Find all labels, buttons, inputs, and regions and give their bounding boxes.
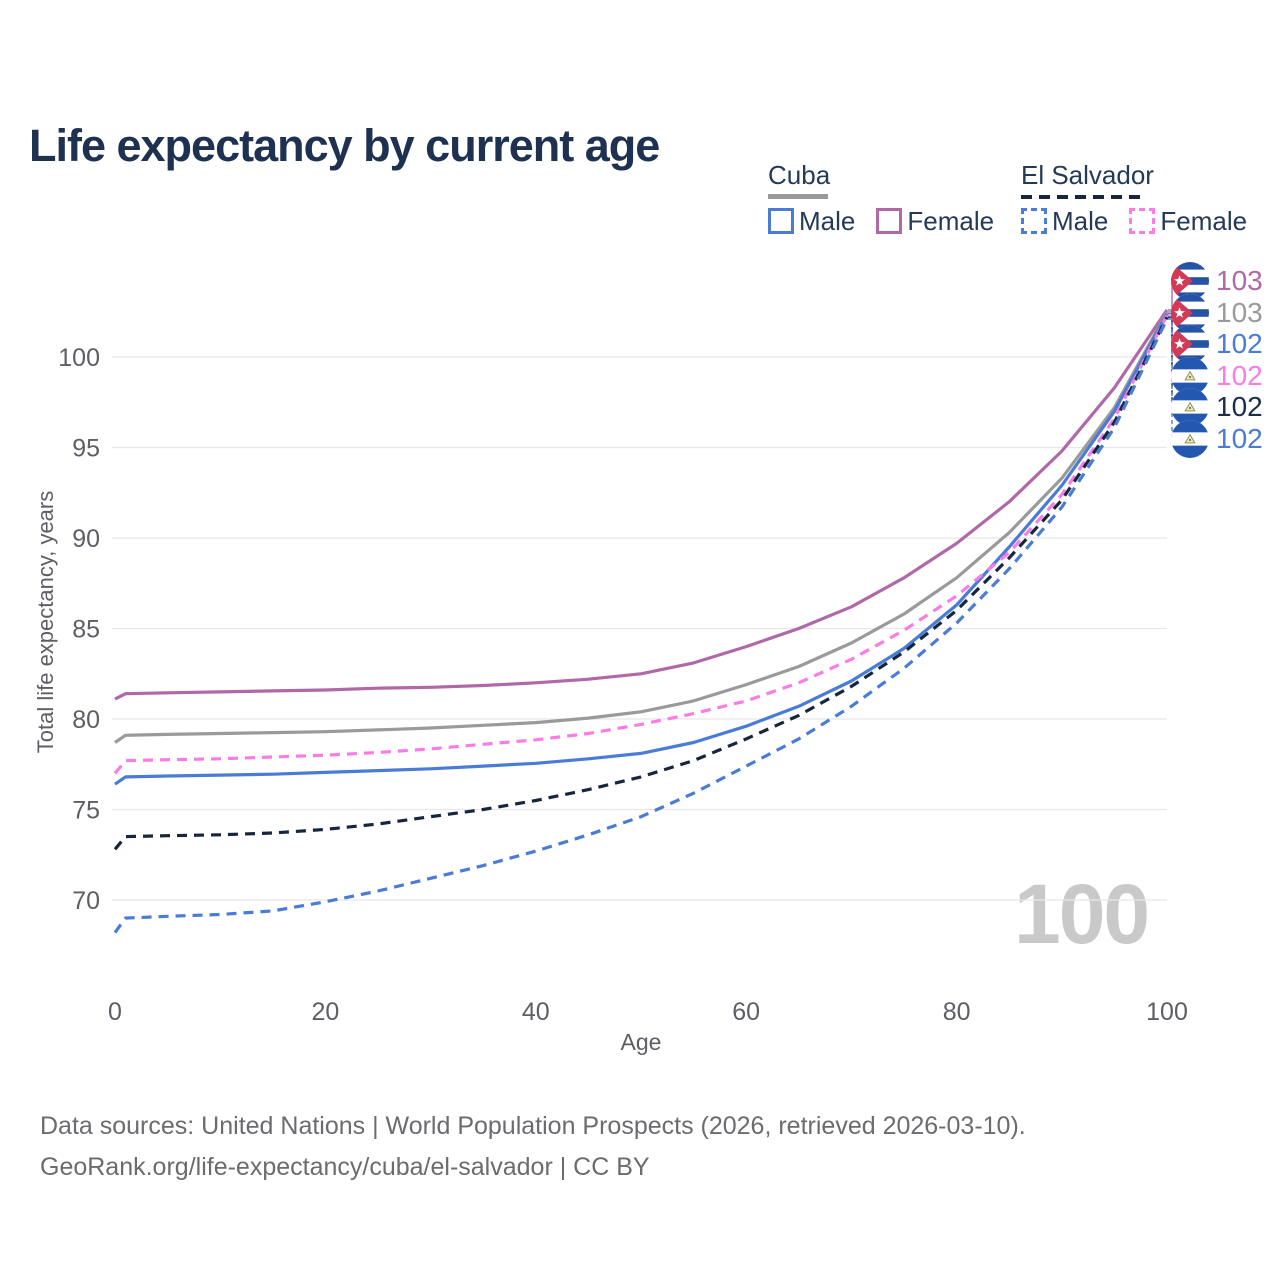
end-value: 102 <box>1216 423 1263 454</box>
legend-group-cuba: Cuba Male Female <box>768 160 994 237</box>
legend-item-el-salvador-male[interactable]: Male <box>1021 206 1108 237</box>
source-url-line: GeoRank.org/life-expectancy/cuba/el-salv… <box>40 1153 650 1181</box>
y-tick-label: 70 <box>72 887 100 915</box>
end-value: 102 <box>1216 391 1263 422</box>
el-salvador-male-swatch-icon <box>1021 208 1047 235</box>
cuba-line-style-sample <box>768 193 828 199</box>
y-axis-tick-labels: 70 75 80 85 90 95 100 <box>58 344 100 915</box>
gridlines <box>112 356 1167 901</box>
legend-item-cuba-female[interactable]: Female <box>876 206 994 237</box>
x-tick-label: 80 <box>943 998 971 1026</box>
y-tick-label: 75 <box>72 797 100 825</box>
legend-item-label: Female <box>1160 205 1248 236</box>
y-tick-label: 100 <box>58 344 100 372</box>
el-salvador-female-swatch-icon <box>1129 208 1156 235</box>
x-tick-label: 100 <box>1146 998 1188 1026</box>
end-value: 103 <box>1216 265 1263 296</box>
y-axis-title: Total life expectancy, years <box>33 490 58 754</box>
series-line-es-male[interactable] <box>113 318 1169 934</box>
end-value: 103 <box>1216 297 1263 328</box>
end-label-el-salvador-male: 102 <box>1171 420 1263 458</box>
attribution-footer: Data sources: United Nations | World Pop… <box>40 1106 1026 1188</box>
cuba-female-swatch-icon <box>876 208 903 235</box>
y-tick-label: 95 <box>72 435 100 463</box>
series-lines <box>113 309 1169 934</box>
series-line-es-total[interactable] <box>113 316 1169 851</box>
end-label-cuba-male: 102 <box>1171 325 1263 363</box>
legend-item-cuba-male[interactable]: Male <box>768 206 855 237</box>
end-value: 102 <box>1216 360 1263 391</box>
end-label-cuba-total: 103 <box>1171 294 1263 332</box>
legend-el-salvador-title[interactable]: El Salvador <box>1021 160 1154 190</box>
data-sources-line: Data sources: United Nations | World Pop… <box>40 1112 1026 1140</box>
y-tick-label: 90 <box>72 525 100 553</box>
legend-item-label: Male <box>799 205 856 236</box>
cuba-flag-icon <box>1171 325 1209 363</box>
x-tick-label: 0 <box>108 998 122 1026</box>
x-tick-label: 60 <box>732 998 760 1026</box>
x-axis-title: Age <box>620 1029 662 1055</box>
y-tick-label: 80 <box>72 706 100 734</box>
leader-line-es-total <box>1168 316 1176 409</box>
x-tick-label: 20 <box>311 998 339 1026</box>
series-line-cuba-total[interactable] <box>114 311 1169 744</box>
page-title: Life expectancy by current age <box>29 120 660 172</box>
legend-item-label: Female <box>907 205 995 236</box>
series-line-es-female[interactable] <box>113 314 1169 775</box>
el-salvador-flag-icon <box>1171 420 1209 458</box>
legend-item-el-salvador-female[interactable]: Female <box>1129 206 1247 237</box>
series-line-cuba-male[interactable] <box>114 312 1169 786</box>
end-value: 102 <box>1216 328 1263 359</box>
age-counter-watermark: 100 <box>1014 867 1150 961</box>
legend-cuba-title[interactable]: Cuba <box>768 160 831 190</box>
el-salvador-line-style-sample <box>1021 194 1145 199</box>
series-line-cuba-female[interactable] <box>114 309 1169 701</box>
x-tick-label: 40 <box>522 998 550 1026</box>
y-tick-label: 85 <box>72 616 100 644</box>
legend-group-el-salvador: El Salvador Male Female <box>1021 160 1247 237</box>
legend-item-label: Male <box>1052 205 1109 236</box>
cuba-male-swatch-icon <box>768 208 794 235</box>
x-axis-tick-labels: 0 20 40 60 80 100 <box>108 998 1188 1026</box>
